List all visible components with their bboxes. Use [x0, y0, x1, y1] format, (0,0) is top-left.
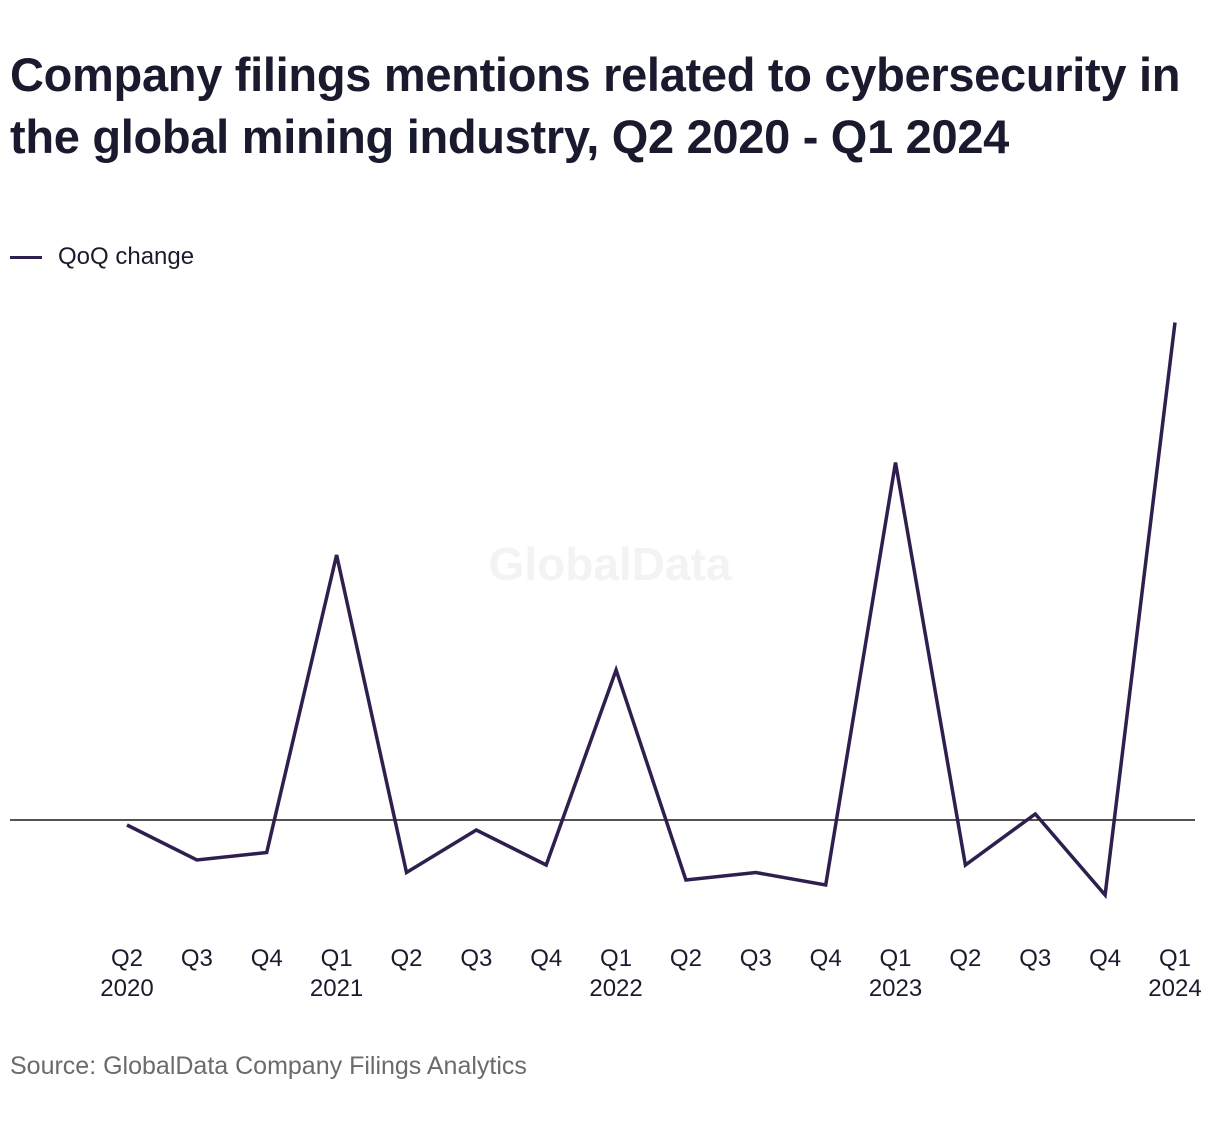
x-tick-label-year: 2021 — [310, 975, 363, 1002]
data-point — [195, 858, 199, 862]
data-point — [894, 461, 898, 465]
x-tick-label-year: 2020 — [100, 975, 153, 1002]
x-tick-label-quarter: Q4 — [530, 945, 562, 972]
data-point — [754, 871, 758, 875]
data-point — [684, 878, 688, 882]
x-tick-label-quarter: Q3 — [460, 945, 492, 972]
x-tick-label-quarter: Q4 — [810, 945, 842, 972]
data-point — [125, 823, 129, 827]
x-tick-label-year: 2022 — [589, 975, 642, 1002]
x-tick-label-year: 2024 — [1148, 975, 1201, 1002]
chart-title: Company filings mentions related to cybe… — [10, 48, 1181, 163]
x-tick-label-quarter: Q1 — [600, 945, 632, 972]
legend-label: QoQ change — [58, 243, 195, 270]
series-line-qoq-change — [126, 322, 1177, 900]
x-tick-label-quarter: Q4 — [1089, 945, 1121, 972]
x-tick-label-quarter: Q2 — [111, 945, 143, 972]
x-tick-label-quarter: Q1 — [1159, 945, 1191, 972]
x-tick-label-quarter: Q2 — [390, 945, 422, 972]
line-chart: GlobalData Q2 2020 Q3 Q4 Q1 2021 Q2 Q3 Q4 Q1 2022 Q2… — [10, 321, 1202, 1002]
legend-swatch — [10, 255, 42, 259]
data-point — [544, 863, 548, 867]
legend: QoQ change — [10, 240, 194, 274]
data-point — [474, 828, 478, 832]
data-point — [614, 668, 618, 672]
x-tick-label-year: 2023 — [869, 975, 922, 1002]
x-tick-label-quarter: Q3 — [740, 945, 772, 972]
source-note: Source: GlobalData Company Filings Analy… — [10, 1052, 527, 1080]
data-point — [1033, 812, 1037, 816]
data-point — [404, 871, 408, 875]
data-point — [265, 851, 269, 855]
x-tick-label-quarter: Q4 — [251, 945, 283, 972]
watermark: GlobalData — [489, 538, 732, 590]
data-point — [963, 863, 967, 867]
data-point — [1173, 321, 1177, 325]
x-tick-label-quarter: Q2 — [949, 945, 981, 972]
x-tick-label-quarter: Q3 — [181, 945, 213, 972]
x-tick-label-quarter: Q1 — [321, 945, 353, 972]
x-tick-label-quarter: Q1 — [880, 945, 912, 972]
data-point — [335, 553, 339, 557]
data-point — [1103, 893, 1107, 897]
x-tick-label-quarter: Q2 — [670, 945, 702, 972]
data-point — [824, 883, 828, 887]
x-tick-label-quarter: Q3 — [1019, 945, 1051, 972]
